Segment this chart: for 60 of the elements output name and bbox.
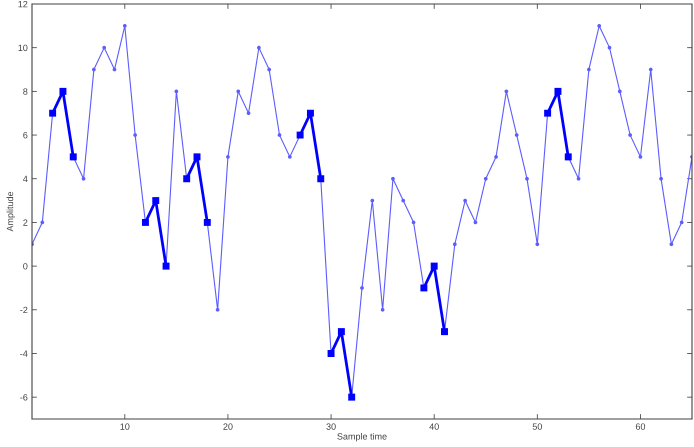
point bbox=[525, 176, 529, 181]
x-tick-label: 20 bbox=[223, 423, 233, 430]
x-axis-title: Sample time bbox=[337, 432, 387, 442]
point bbox=[391, 176, 395, 181]
y-tick-label: 4 bbox=[23, 176, 28, 182]
point bbox=[659, 176, 663, 181]
point bbox=[133, 133, 138, 137]
point bbox=[669, 242, 674, 246]
point bbox=[92, 68, 96, 72]
point bbox=[236, 89, 240, 94]
point bbox=[102, 46, 106, 50]
x-tick-label: 10 bbox=[120, 423, 130, 430]
point bbox=[370, 198, 374, 202]
point bbox=[112, 68, 116, 72]
point bbox=[288, 155, 292, 159]
point bbox=[608, 46, 612, 50]
point bbox=[452, 242, 457, 246]
x-tick-label: 40 bbox=[429, 423, 439, 430]
point bbox=[628, 133, 632, 137]
x-tick-label: 30 bbox=[326, 423, 336, 430]
point bbox=[648, 68, 653, 72]
point bbox=[122, 24, 127, 28]
point bbox=[174, 89, 178, 94]
point bbox=[680, 220, 684, 224]
y-tick-label: 8 bbox=[23, 88, 28, 95]
point bbox=[256, 46, 261, 50]
point bbox=[504, 89, 508, 94]
point bbox=[82, 176, 86, 181]
x-tick-label: 50 bbox=[532, 423, 542, 430]
point bbox=[463, 198, 468, 202]
point bbox=[514, 133, 519, 137]
point bbox=[597, 24, 602, 28]
y-tick-label: 6 bbox=[23, 132, 28, 138]
point bbox=[401, 198, 406, 202]
point bbox=[267, 68, 272, 72]
y-tick-label: 10 bbox=[18, 44, 28, 52]
x-tick-label: 60 bbox=[636, 423, 646, 430]
point bbox=[638, 155, 642, 159]
point bbox=[576, 176, 580, 181]
point bbox=[412, 220, 416, 224]
y-tick-label: -2 bbox=[20, 306, 28, 314]
point bbox=[216, 308, 220, 312]
y-tick-label: 0 bbox=[23, 263, 28, 270]
y-axis-title: Amplitude bbox=[6, 192, 16, 232]
point bbox=[278, 133, 282, 137]
y-tick-label: -6 bbox=[20, 394, 28, 401]
point bbox=[246, 111, 250, 116]
point bbox=[586, 68, 591, 72]
point bbox=[535, 242, 540, 246]
point bbox=[484, 176, 488, 181]
point bbox=[226, 155, 230, 159]
y-tick-label: 2 bbox=[23, 219, 28, 226]
y-tick-label: 12 bbox=[18, 0, 28, 8]
point bbox=[494, 155, 498, 159]
point bbox=[474, 220, 478, 224]
point bbox=[40, 220, 44, 224]
point bbox=[360, 286, 364, 290]
y-tick-label: -4 bbox=[20, 350, 28, 357]
point bbox=[380, 308, 385, 312]
point bbox=[618, 89, 622, 94]
